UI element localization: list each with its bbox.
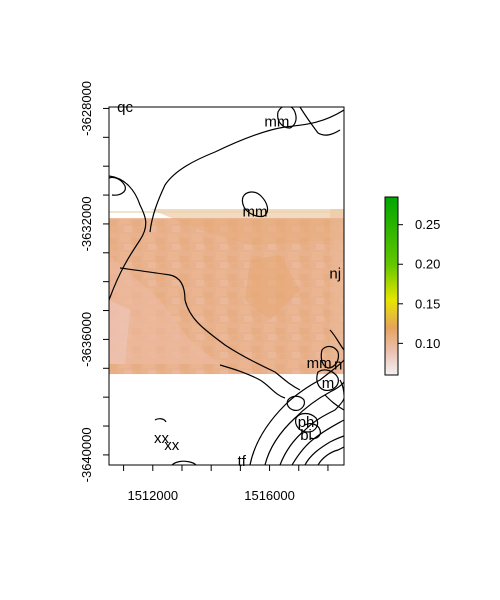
contour-3 <box>279 397 344 465</box>
x-axis-tick-label: 1512000 <box>127 488 178 503</box>
boundary-south-small <box>171 460 197 465</box>
contour-5 <box>304 435 344 465</box>
y-axis-tick-label: -3636000 <box>79 312 94 367</box>
colorbar-tick-label: 0.15 <box>415 296 440 311</box>
region-label: xx <box>164 437 180 454</box>
raster-patch-dark <box>150 209 344 245</box>
y-axis-tick-label: -3628000 <box>79 81 94 136</box>
boundary-mm-north <box>277 107 297 129</box>
contour-1 <box>249 359 344 465</box>
boundary-west-loop <box>109 176 126 196</box>
region-label: nj <box>329 265 341 282</box>
colorbar-tick-label: 0.20 <box>415 257 440 272</box>
boundary-north-diagonal <box>149 109 344 233</box>
colorbar-tick-label: 0.25 <box>415 217 440 232</box>
colorbar-ramp <box>384 196 399 376</box>
y-axis: -3628000 -3632000 -3636000 -3640000 <box>79 81 109 482</box>
colorbar: 0.10 0.15 0.20 0.25 <box>384 196 440 376</box>
contour-loop-d <box>320 345 340 369</box>
region-label: mm <box>307 355 332 372</box>
y-axis-tick-label: -3632000 <box>79 196 94 251</box>
contour-loop-b <box>295 412 319 433</box>
raster-edge <box>330 209 344 364</box>
plot-frame <box>108 106 345 466</box>
raster-layer <box>109 209 344 375</box>
contour-loop-c <box>304 423 321 440</box>
contour-2 <box>264 381 344 465</box>
raster-patch-light <box>109 255 220 364</box>
region-label: bi <box>300 427 312 444</box>
soil-boundaries <box>109 107 344 465</box>
contour-edge-2 <box>324 394 344 411</box>
x-axis-tick-label: 1516000 <box>244 488 295 503</box>
boundary-south-arc <box>219 364 286 399</box>
colorbar-tick-label: 0.10 <box>415 336 440 351</box>
region-label: tf <box>238 453 247 470</box>
boundary-mm-center <box>241 191 269 218</box>
contour-edge-1 <box>329 329 344 351</box>
contour-loop-a <box>286 395 305 411</box>
y-axis-tick-label: -3640000 <box>79 427 94 482</box>
boundary-xx-mark <box>154 418 167 423</box>
boundary-west <box>109 175 147 301</box>
region-label: xx <box>154 430 170 447</box>
region-label: n <box>334 356 342 373</box>
boundary-central <box>119 267 301 391</box>
contour-loop-e <box>316 369 339 391</box>
x-axis: 1512000 1516000 <box>123 465 329 503</box>
region-label: mm <box>242 203 267 220</box>
region-label: mm <box>264 113 289 130</box>
raster-patch-pale <box>109 300 130 364</box>
raster-patch-orange <box>245 255 300 320</box>
region-label: m <box>322 375 335 392</box>
boundary-northeast <box>299 107 341 136</box>
contour-6 <box>317 446 344 465</box>
region-label: ph <box>298 414 315 431</box>
